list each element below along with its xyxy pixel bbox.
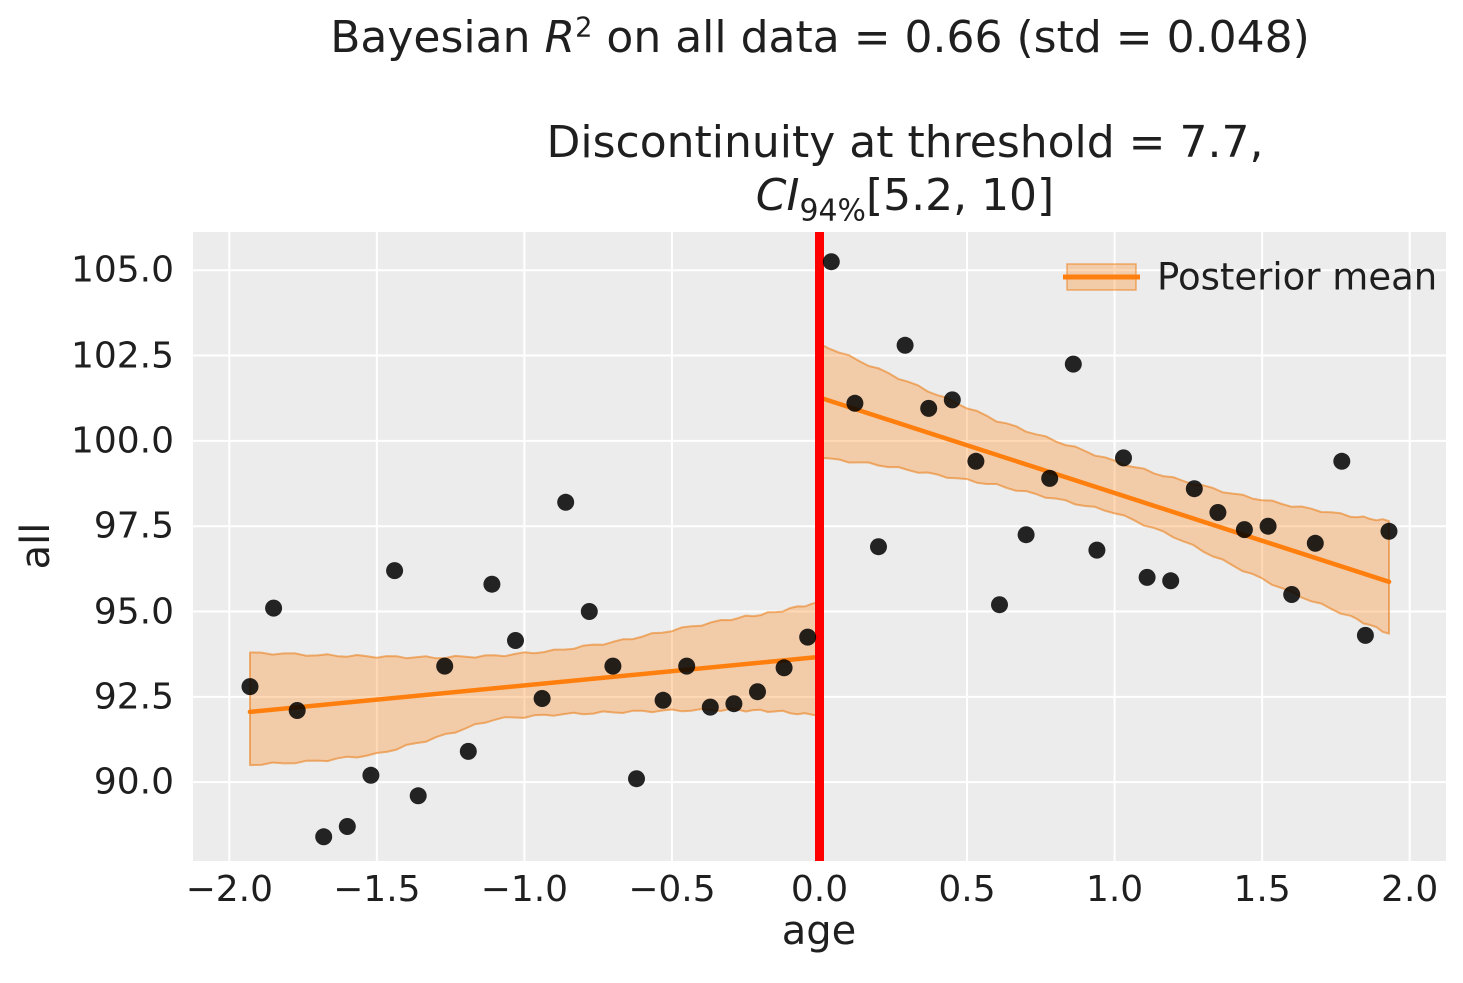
data-point — [654, 691, 672, 709]
legend-label: Posterior mean — [1157, 255, 1438, 299]
data-point — [1306, 534, 1324, 552]
x-tick-label: −2.0 — [185, 869, 273, 910]
data-point — [678, 657, 696, 675]
data-point — [822, 253, 840, 271]
data-point — [288, 702, 306, 719]
data-point — [1115, 449, 1132, 467]
x-tick-label: −1.5 — [333, 869, 421, 910]
data-point — [436, 657, 454, 675]
x-tick-label: 0.5 — [938, 869, 996, 910]
data-point — [1138, 568, 1156, 586]
data-point — [483, 575, 501, 593]
data-point — [533, 690, 551, 707]
data-point — [870, 538, 887, 556]
data-point — [1088, 541, 1106, 559]
title-r-exponent: 2 — [575, 12, 593, 44]
data-point — [1380, 522, 1398, 540]
subtitle-ci-sub: 94% — [799, 193, 866, 229]
data-point — [1162, 572, 1180, 590]
data-point — [1235, 521, 1253, 539]
data-point — [1017, 526, 1035, 544]
page-title: Bayesian R2 on all data = 0.66 (std = 0.… — [330, 12, 1310, 65]
data-point — [775, 659, 793, 677]
posterior-mean-line-left — [247, 654, 822, 715]
data-point — [1041, 469, 1059, 487]
y-axis-label: all — [13, 522, 59, 570]
data-point — [749, 683, 766, 701]
posterior-mean-line-right — [817, 395, 1392, 585]
y-tick-label: 95.0 — [93, 591, 174, 633]
title-r-symbol: R — [544, 12, 576, 63]
data-point — [1064, 355, 1082, 373]
x-tick-label: 1.5 — [1233, 869, 1291, 910]
subtitle-line1: Discontinuity at threshold = 7.7, — [546, 117, 1264, 168]
x-tick-label: 0.0 — [790, 869, 849, 910]
data-point — [362, 766, 380, 784]
data-point — [386, 562, 404, 580]
data-point — [799, 628, 817, 646]
data-point — [991, 596, 1008, 614]
data-point — [1259, 517, 1277, 535]
x-tick-label: 1.0 — [1085, 869, 1144, 910]
data-point — [943, 391, 961, 409]
data-point — [1283, 586, 1301, 603]
data-point — [1356, 626, 1374, 644]
data-point — [507, 632, 524, 649]
title-prefix: Bayesian — [330, 12, 545, 63]
data-point — [967, 452, 985, 470]
data-point — [725, 695, 743, 713]
data-point — [459, 742, 477, 760]
y-tick-label: 97.5 — [93, 505, 174, 547]
data-point — [265, 599, 283, 617]
y-tick-label: 102.5 — [70, 335, 174, 377]
data-point — [315, 828, 333, 846]
x-tick-label: −0.5 — [628, 869, 716, 910]
data-point — [580, 603, 598, 620]
data-point — [896, 336, 914, 354]
y-tick-label: 105.0 — [70, 249, 174, 291]
x-tick-label: 2.0 — [1381, 869, 1439, 910]
data-point — [338, 818, 356, 835]
data-point — [846, 394, 864, 412]
data-point — [1209, 504, 1227, 521]
data-point — [1185, 480, 1203, 498]
data-point — [557, 493, 575, 511]
data-point — [628, 770, 645, 788]
data-point — [920, 399, 938, 417]
data-point — [241, 678, 259, 696]
x-axis-label: age — [781, 908, 857, 954]
subtitle-ci-interval: [5.2, 10] — [865, 170, 1055, 221]
subtitle-ci-symbol: CI — [755, 170, 800, 221]
axes-title: Discontinuity at threshold = 7.7, CI94%[… — [547, 116, 1264, 238]
data-point — [409, 787, 427, 805]
data-point — [701, 698, 719, 716]
title-suffix: on all data = 0.66 (std = 0.048) — [592, 12, 1310, 63]
y-tick-label: 92.5 — [93, 676, 174, 718]
data-point — [1333, 452, 1351, 470]
y-tick-label: 90.0 — [93, 761, 174, 803]
y-tick-label: 100.0 — [70, 420, 174, 462]
x-tick-label: −1.0 — [480, 869, 569, 910]
data-point — [604, 657, 622, 675]
